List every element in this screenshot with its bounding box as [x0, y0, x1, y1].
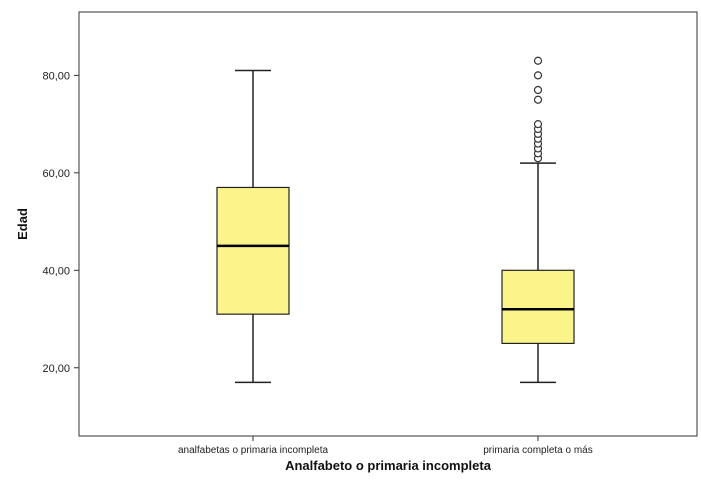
y-axis-title: Edad [15, 208, 30, 240]
x-category-label: primaria completa o más [483, 445, 592, 456]
outlier-point [533, 95, 543, 104]
y-tick-label: 40,00 [42, 265, 70, 277]
box-group [216, 69, 290, 384]
iqr-box [501, 269, 575, 345]
outlier-point [533, 85, 543, 95]
plot-area-frame [78, 11, 698, 437]
y-tick-label: 80,00 [42, 70, 70, 82]
x-axis-title: Analfabeto o primaria incompleta [285, 458, 492, 473]
y-tick-label: 20,00 [42, 363, 70, 375]
x-axis: analfabetas o primaria incompleta primari… [178, 436, 593, 456]
y-axis: 20,00 40,00 60,00 80,00 [42, 70, 79, 375]
iqr-box [216, 186, 290, 315]
x-category-label: analfabetas o primaria incompleta [178, 445, 329, 456]
box-group [501, 56, 575, 384]
y-tick-label: 60,00 [42, 168, 70, 180]
outlier-point [533, 71, 543, 80]
outlier-point [533, 56, 543, 65]
box-series [216, 56, 575, 384]
outlier-point [533, 119, 543, 129]
